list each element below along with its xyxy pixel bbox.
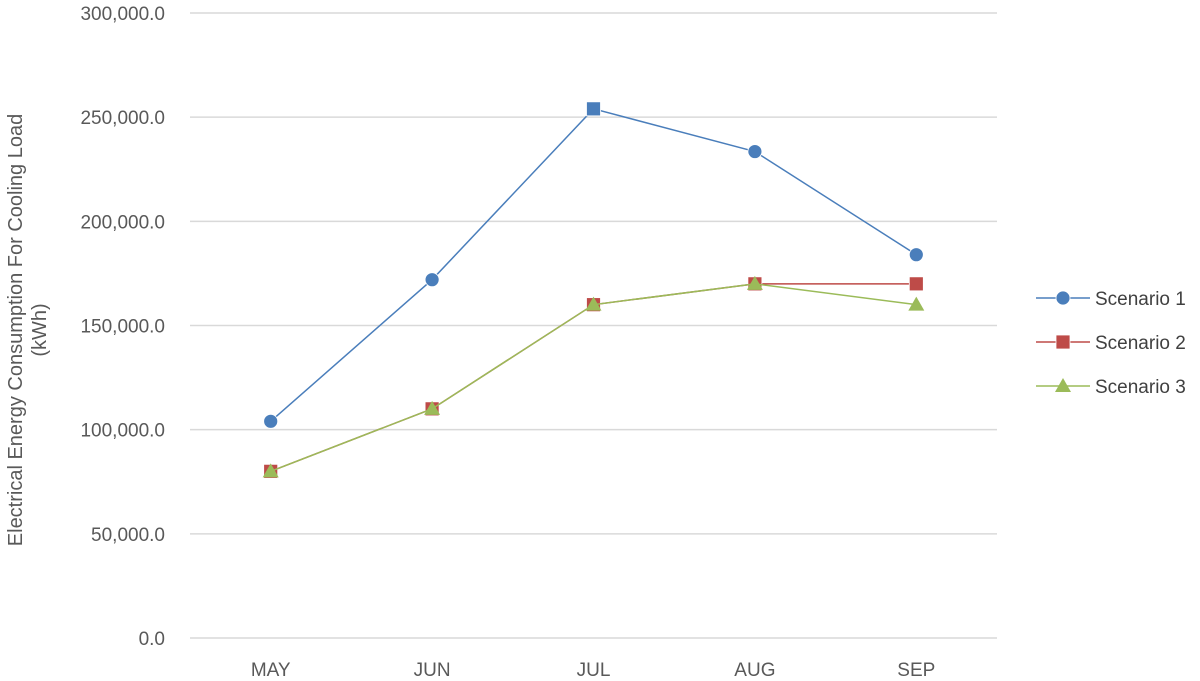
series-3-point (262, 463, 279, 478)
legend-marker (1055, 334, 1071, 350)
series-1-point (424, 272, 440, 288)
series-1-point (908, 247, 924, 263)
legend-marker (1055, 378, 1071, 392)
x-axis-ticks: MAY JUN JUL AUG SEP (251, 660, 935, 681)
series-2-point (908, 276, 924, 292)
series-layer (262, 101, 925, 479)
legend-label: Scenario 3 (1095, 377, 1186, 398)
y-axis-title-line1: Electrical Energy Consumption For Coolin… (5, 114, 27, 546)
y-tick-label: 100,000.0 (80, 421, 165, 442)
series-3-point (908, 296, 925, 311)
series-1-point (586, 101, 601, 117)
legend: Scenario 1 Scenario 2 Scenario 3 (1036, 289, 1186, 398)
y-tick-label: 300,000.0 (80, 4, 165, 25)
series-3-point (585, 296, 602, 311)
x-tick-label: AUG (734, 660, 775, 681)
series-1 (263, 101, 924, 429)
legend-entry: Scenario 3 (1036, 377, 1186, 398)
legend-label: Scenario 2 (1095, 333, 1186, 354)
y-tick-label: 0.0 (139, 629, 165, 650)
series-1-point (747, 144, 763, 159)
x-tick-label: JUN (414, 660, 451, 681)
x-tick-label: SEP (897, 660, 935, 681)
y-axis-title: Electrical Energy Consumption For Coolin… (5, 114, 51, 546)
legend-entry: Scenario 1 (1036, 289, 1186, 310)
x-tick-label: JUL (577, 660, 611, 681)
y-tick-label: 200,000.0 (80, 212, 165, 233)
y-tick-label: 150,000.0 (80, 317, 165, 338)
gridlines (190, 12, 997, 639)
x-tick-label: MAY (251, 660, 291, 681)
y-tick-label: 250,000.0 (80, 108, 165, 129)
legend-marker (1055, 290, 1071, 306)
series-1-point (263, 413, 279, 429)
legend-entry: Scenario 2 (1036, 333, 1186, 354)
series-3-point (424, 400, 441, 415)
y-tick-label: 50,000.0 (91, 525, 165, 546)
series-3-point (746, 275, 763, 290)
series-1-line (270, 107, 917, 422)
legend-label: Scenario 1 (1095, 289, 1186, 310)
y-axis-ticks: 0.0 50,000.0 100,000.0 150,000.0 200,000.0 25… (80, 4, 165, 650)
y-axis-title-line2: (kWh) (29, 303, 51, 356)
series-3 (262, 275, 925, 478)
